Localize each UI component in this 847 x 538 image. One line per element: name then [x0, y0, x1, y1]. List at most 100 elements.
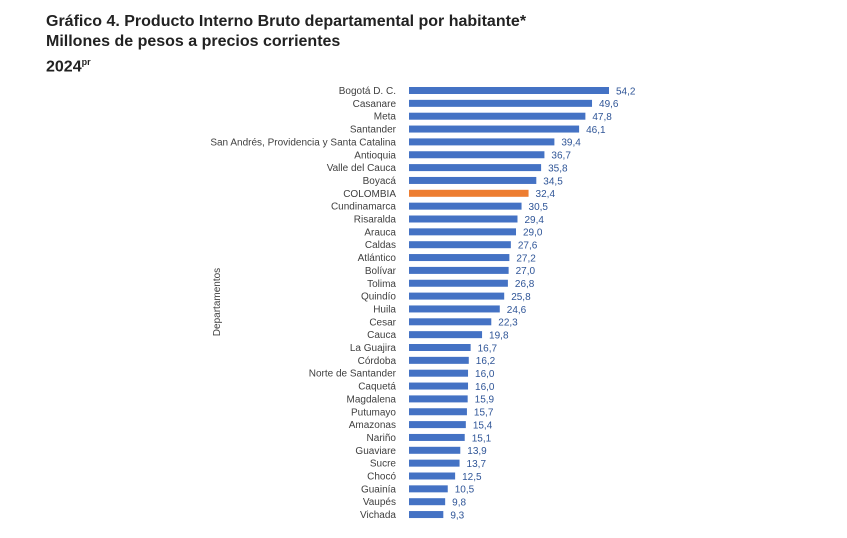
value-label: 16,0 [475, 382, 495, 393]
value-label: 16,0 [475, 369, 495, 380]
value-label: 15,9 [475, 395, 495, 406]
category-label: Cundinamarca [331, 202, 396, 213]
category-label: Norte de Santander [309, 369, 397, 380]
bar-highlight [409, 189, 529, 197]
category-label: Vaupés [363, 497, 396, 508]
value-label: 30,5 [529, 202, 549, 213]
bar [409, 331, 483, 339]
bar [409, 318, 492, 326]
value-label: 16,2 [476, 356, 496, 367]
category-label: Atlántico [358, 253, 397, 264]
bar [409, 125, 580, 133]
category-label: Antioquia [354, 150, 396, 161]
bar [409, 421, 466, 429]
category-label: Arauca [364, 227, 396, 238]
title-superscript: pr [81, 57, 91, 67]
value-label: 10,5 [455, 485, 475, 496]
value-label: 26,8 [515, 279, 535, 290]
value-label: 34,5 [543, 176, 563, 187]
value-label: 22,3 [498, 318, 518, 329]
value-label: 32,4 [536, 189, 556, 200]
category-label: Putumayo [351, 407, 396, 418]
bar [409, 215, 518, 223]
category-label: Nariño [367, 433, 397, 444]
bar [409, 382, 469, 390]
value-label: 29,0 [523, 228, 543, 239]
bar [409, 151, 545, 159]
bar [409, 472, 456, 480]
value-label: 13,9 [467, 446, 487, 457]
category-label: Huila [373, 304, 396, 315]
bar [409, 87, 609, 94]
value-label: 24,6 [507, 305, 527, 316]
bar [409, 292, 505, 300]
category-label: Meta [374, 112, 397, 123]
bars-group: Bogotá D. C. 54,2 Casanare 49,6 Meta 47,8 Sant… [210, 86, 636, 521]
bar [409, 356, 469, 364]
value-label: 9,8 [452, 498, 466, 509]
value-label: 15,4 [473, 420, 493, 431]
bar [409, 254, 510, 262]
category-label: Chocó [367, 472, 396, 483]
category-label: Vichada [360, 510, 396, 521]
value-label: 15,1 [472, 433, 492, 444]
category-label: Magdalena [347, 394, 397, 405]
title-line-2: Millones de pesos a precios corrientes [46, 33, 341, 50]
category-label: Boyacá [363, 176, 397, 187]
category-label: Guainía [361, 484, 396, 495]
bar [409, 228, 517, 236]
category-label: Bogotá D. C. [339, 86, 396, 97]
bar [409, 459, 460, 467]
bar [409, 279, 508, 287]
chart-title: Gráfico 4. Producto Interno Bruto depart… [46, 12, 526, 77]
category-label: Santander [350, 125, 397, 136]
value-label: 47,8 [592, 112, 612, 123]
bar [409, 511, 444, 519]
bar [409, 408, 467, 416]
value-label: 54,2 [616, 86, 636, 97]
title-line-3: 2024pr [46, 52, 526, 77]
category-label: Bolívar [365, 266, 397, 277]
value-label: 35,8 [548, 163, 568, 174]
value-label: 36,7 [551, 151, 571, 162]
value-label: 25,8 [511, 292, 531, 303]
category-label: Cauca [367, 330, 396, 341]
value-label: 29,4 [524, 215, 544, 226]
bar [409, 305, 500, 313]
category-label: Risaralda [354, 215, 397, 226]
value-label: 27,2 [516, 253, 536, 264]
value-label: 9,3 [450, 510, 464, 521]
value-label: 49,6 [599, 99, 619, 110]
bar [409, 433, 465, 441]
category-label: La Guajira [350, 343, 397, 354]
bar [409, 485, 448, 493]
bar [409, 138, 555, 146]
value-label: 46,1 [586, 125, 606, 136]
category-label: Cesar [369, 317, 396, 328]
value-label: 15,7 [474, 408, 494, 419]
bar [409, 176, 537, 184]
value-label: 27,0 [516, 266, 536, 277]
value-label: 27,6 [518, 241, 538, 252]
value-label: 13,7 [467, 459, 487, 470]
bar [409, 112, 586, 120]
category-label: Tolima [367, 279, 396, 290]
bar [409, 99, 593, 107]
category-label: Valle del Cauca [327, 163, 397, 174]
bar [409, 202, 522, 210]
category-label: Amazonas [349, 420, 396, 431]
value-label: 16,7 [478, 343, 498, 354]
category-label: Guaviare [355, 446, 396, 457]
category-label: COLOMBIA [343, 189, 396, 200]
category-label: Sucre [370, 459, 397, 470]
bar [409, 498, 446, 506]
bar [409, 369, 469, 377]
value-label: 19,8 [489, 330, 509, 341]
title-line-1: Gráfico 4. Producto Interno Bruto depart… [46, 13, 527, 30]
value-label: 12,5 [462, 472, 482, 483]
category-label: Caldas [365, 240, 396, 251]
bar [409, 241, 511, 249]
category-label: Córdoba [358, 356, 397, 367]
bar [409, 164, 542, 172]
